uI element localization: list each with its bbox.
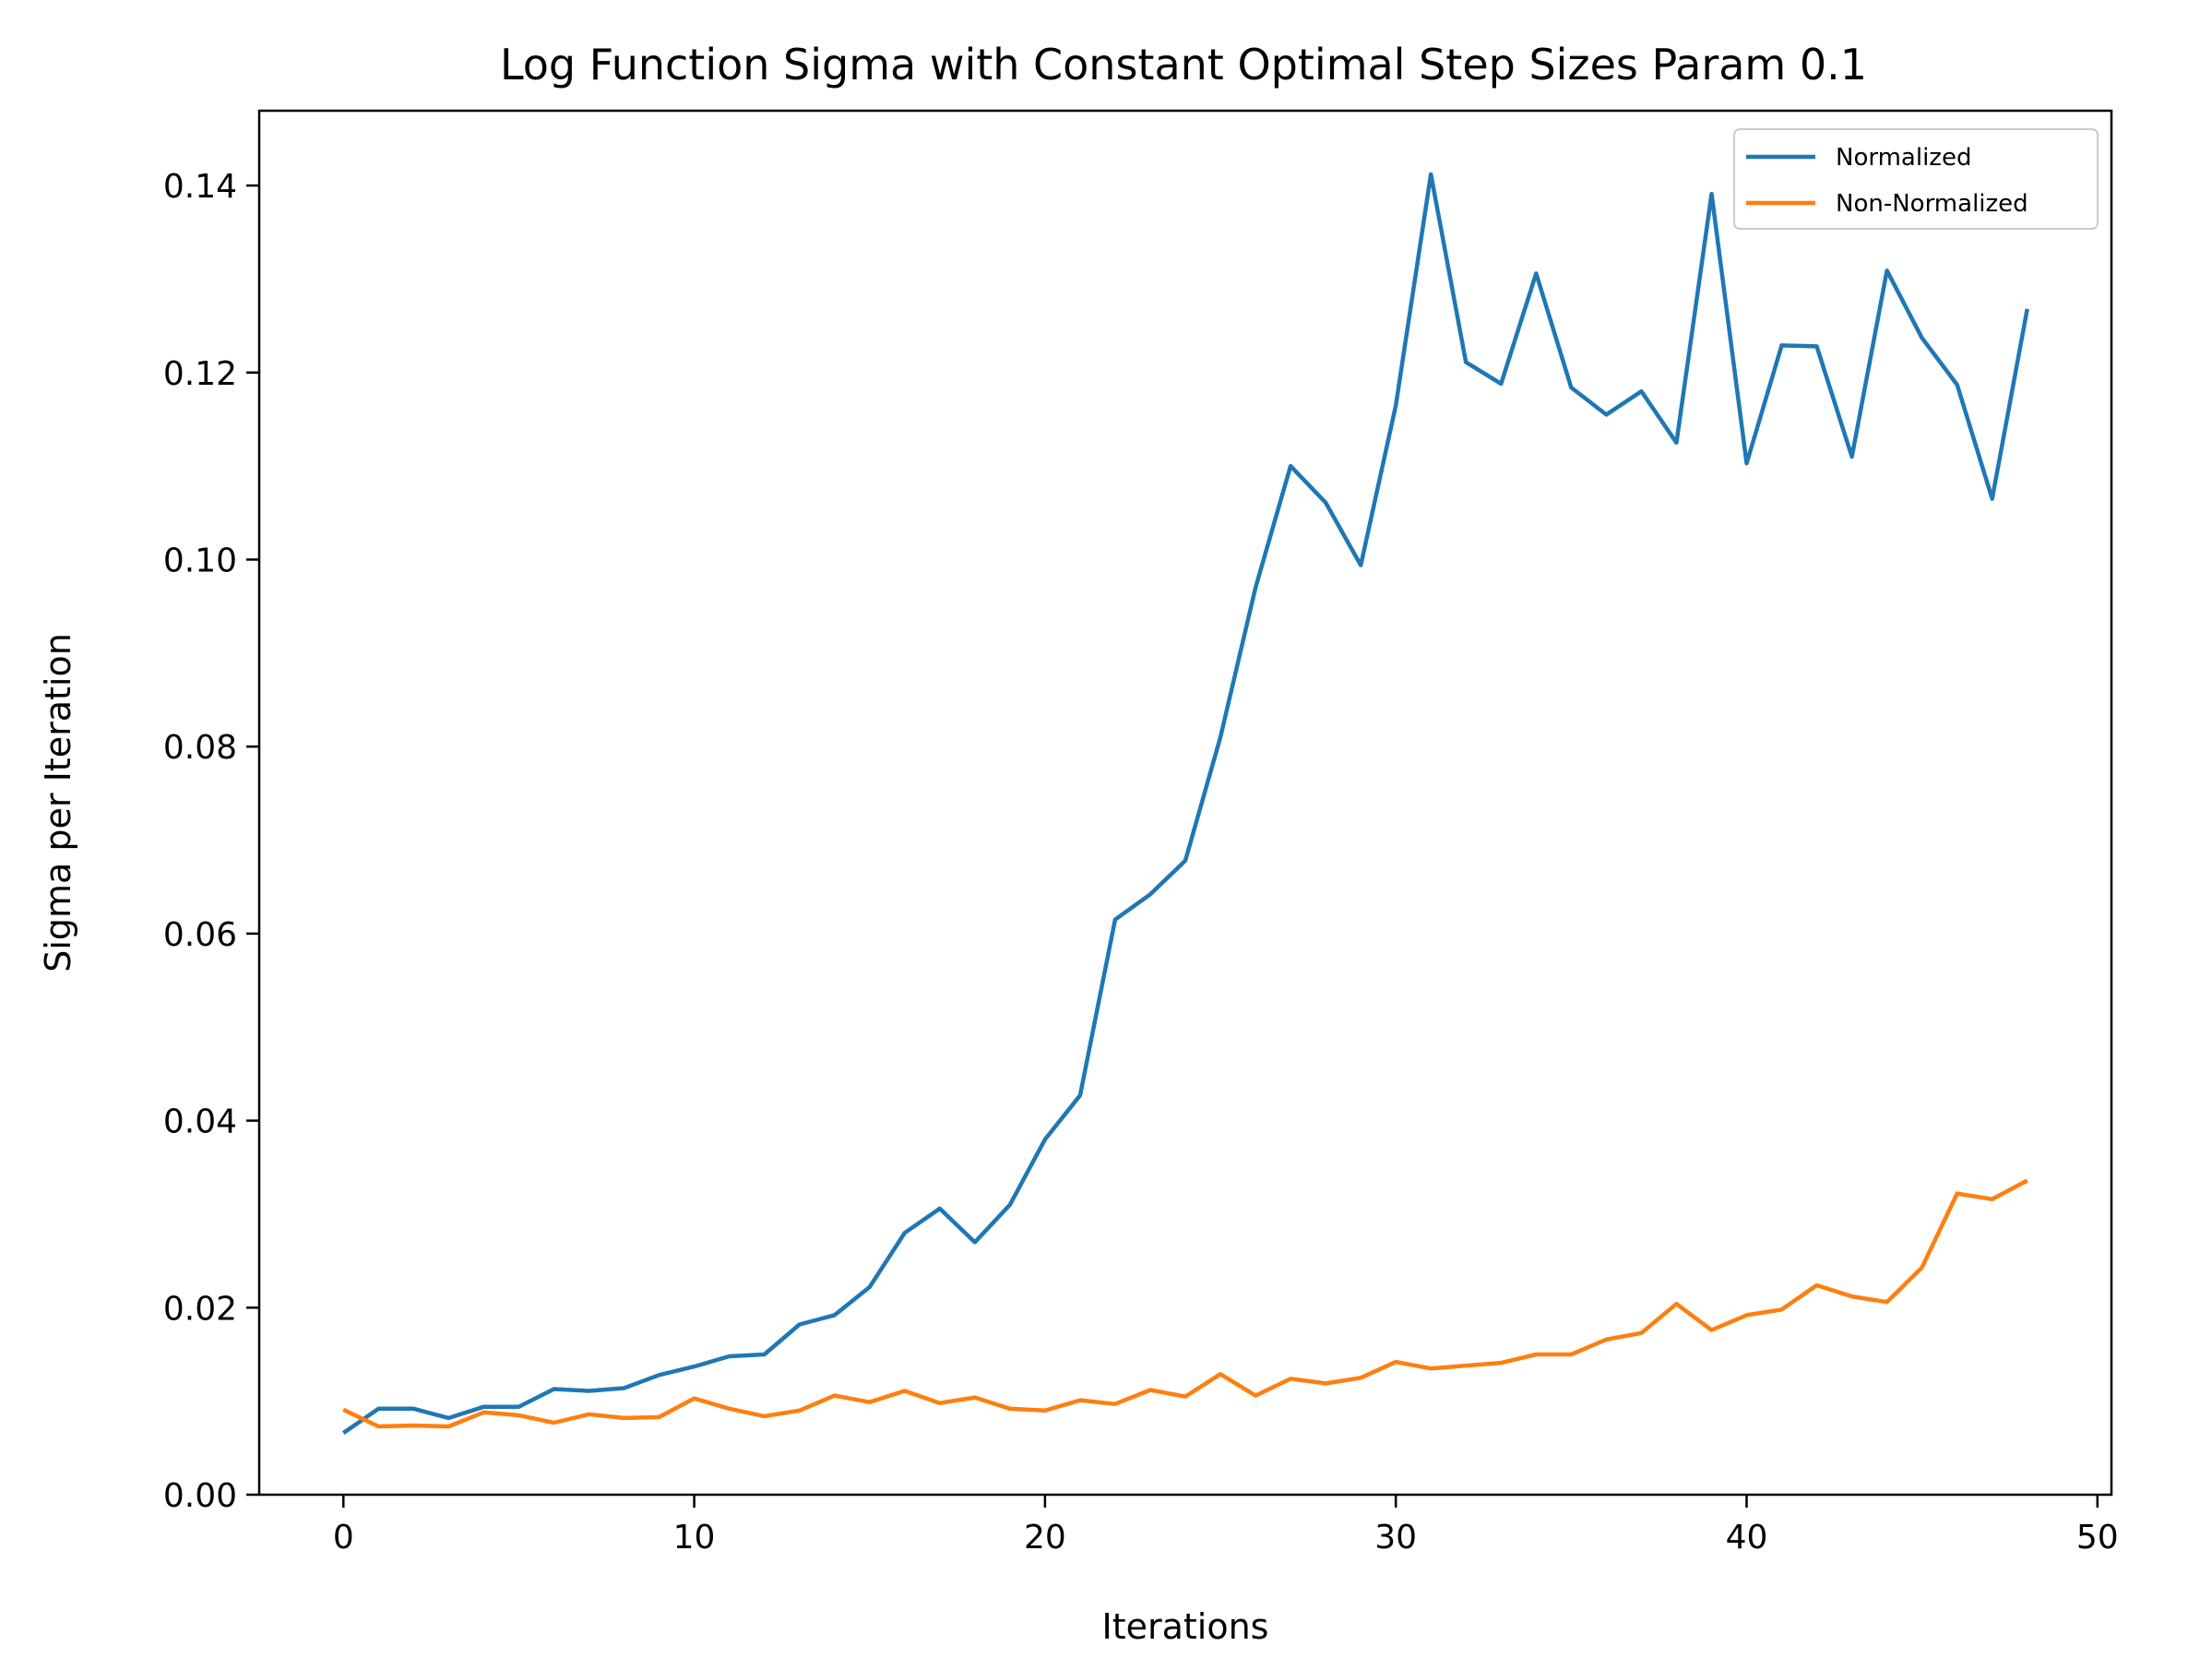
y-tick-label: 0.14 — [163, 168, 237, 206]
y-tick-label: 0.00 — [163, 1477, 237, 1515]
legend-frame — [1733, 128, 2099, 230]
x-axis-label: Iterations — [1102, 1606, 1269, 1647]
x-axis: 0 10 20 30 40 50 — [333, 1495, 2119, 1557]
plot-area — [342, 172, 2029, 1435]
y-tick-label: 0.06 — [163, 916, 237, 954]
x-tick-label: 10 — [673, 1519, 716, 1557]
series-line-normalized — [342, 172, 2029, 1435]
x-tick-label: 50 — [2076, 1519, 2119, 1557]
legend-label: Normalized — [1836, 144, 1971, 172]
y-axis-label: Sigma per Iteration — [38, 633, 78, 972]
y-tick-label: 0.12 — [163, 355, 237, 393]
plot-frame — [257, 109, 2113, 1497]
legend-label: Non-Normalized — [1836, 190, 2028, 218]
x-tick-label: 30 — [1374, 1519, 1417, 1557]
legend: Normalized Non-Normalized — [1733, 128, 2099, 230]
series-line-non-normalized — [342, 1178, 2028, 1429]
y-tick-label: 0.08 — [163, 729, 237, 767]
chart-title: Log Function Sigma with Constant Optimal… — [500, 40, 1867, 89]
x-tick-label: 40 — [1726, 1519, 1768, 1557]
y-tick-label: 0.04 — [163, 1103, 237, 1141]
y-tick-label: 0.02 — [163, 1290, 237, 1328]
y-axis: 0.00 0.02 0.04 0.06 0.08 0.10 0.12 0.14 — [163, 168, 259, 1515]
x-tick-label: 0 — [333, 1519, 354, 1557]
x-tick-label: 20 — [1024, 1519, 1066, 1557]
y-tick-label: 0.10 — [163, 542, 237, 579]
